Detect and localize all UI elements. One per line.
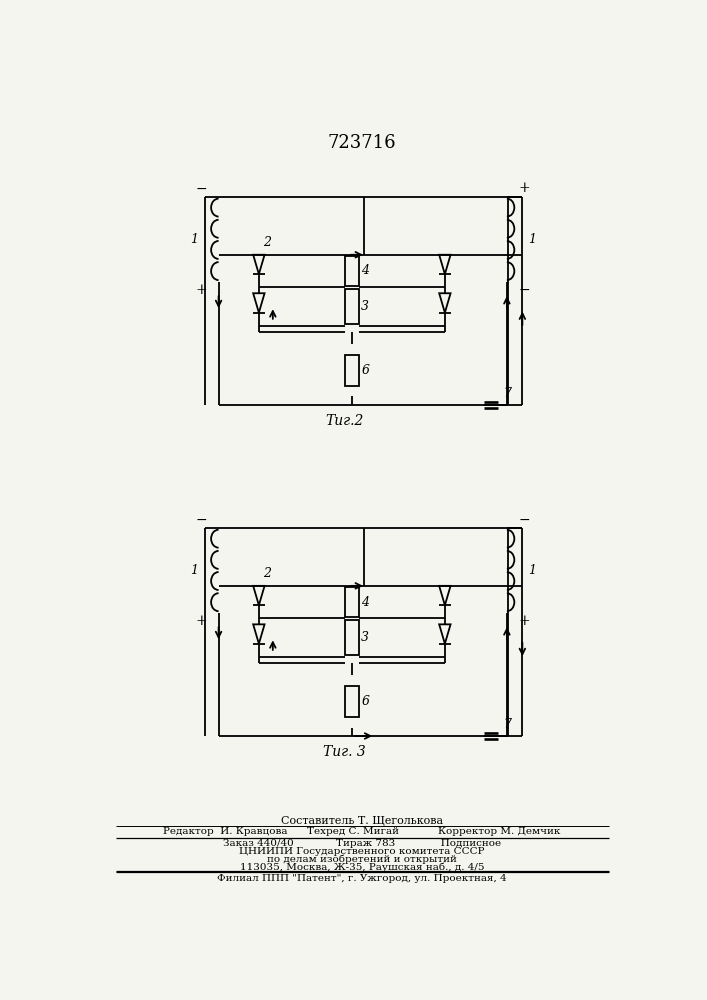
Text: +: +	[518, 614, 530, 628]
Text: −: −	[196, 181, 207, 195]
Text: 1: 1	[189, 564, 198, 577]
Bar	[345, 355, 359, 386]
Text: Составитель Т. Щеголькова: Составитель Т. Щеголькова	[281, 816, 443, 826]
Text: ЦНИИПИ Государственного комитета СССР: ЦНИИПИ Государственного комитета СССР	[239, 847, 485, 856]
Text: 3: 3	[361, 631, 369, 644]
Bar	[345, 686, 359, 717]
Text: 7: 7	[503, 718, 511, 731]
Text: 2: 2	[263, 567, 271, 580]
Text: 7: 7	[503, 387, 511, 400]
Text: 113035, Москва, Ж-35, Раушская наб., д. 4/5: 113035, Москва, Ж-35, Раушская наб., д. …	[240, 862, 484, 872]
Text: +: +	[196, 614, 207, 628]
Text: Заказ 440/40             Тираж 783              Подписное: Заказ 440/40 Тираж 783 Подписное	[223, 839, 501, 848]
Text: 2: 2	[263, 236, 271, 249]
Text: Филиал ППП "Патент", г. Ужгород, ул. Проектная, 4: Филиал ППП "Патент", г. Ужгород, ул. Про…	[217, 874, 507, 883]
Text: −: −	[518, 513, 530, 527]
Bar	[345, 587, 359, 617]
Text: 6: 6	[361, 695, 369, 708]
Text: по делам изобретений и открытий: по делам изобретений и открытий	[267, 855, 457, 864]
Text: Редактор  И. Кравцова      Техред С. Мигай            Корректор М. Демчик: Редактор И. Кравцова Техред С. Мигай Кор…	[163, 827, 561, 836]
Text: 1: 1	[527, 233, 536, 246]
Text: Τиг. 3: Τиг. 3	[323, 745, 366, 759]
Bar	[345, 289, 359, 324]
Text: 6: 6	[361, 364, 369, 377]
Text: −: −	[518, 283, 530, 297]
Text: 1: 1	[527, 564, 536, 577]
Bar	[345, 620, 359, 655]
Text: Τиг.2: Τиг.2	[325, 414, 363, 428]
Text: 4: 4	[361, 264, 369, 277]
Text: +: +	[518, 181, 530, 195]
Text: +: +	[196, 283, 207, 297]
Text: 1: 1	[189, 233, 198, 246]
Text: −: −	[196, 513, 207, 527]
Bar	[345, 256, 359, 286]
Text: 4: 4	[361, 596, 369, 609]
Text: 3: 3	[361, 300, 369, 313]
Text: 723716: 723716	[327, 134, 396, 152]
